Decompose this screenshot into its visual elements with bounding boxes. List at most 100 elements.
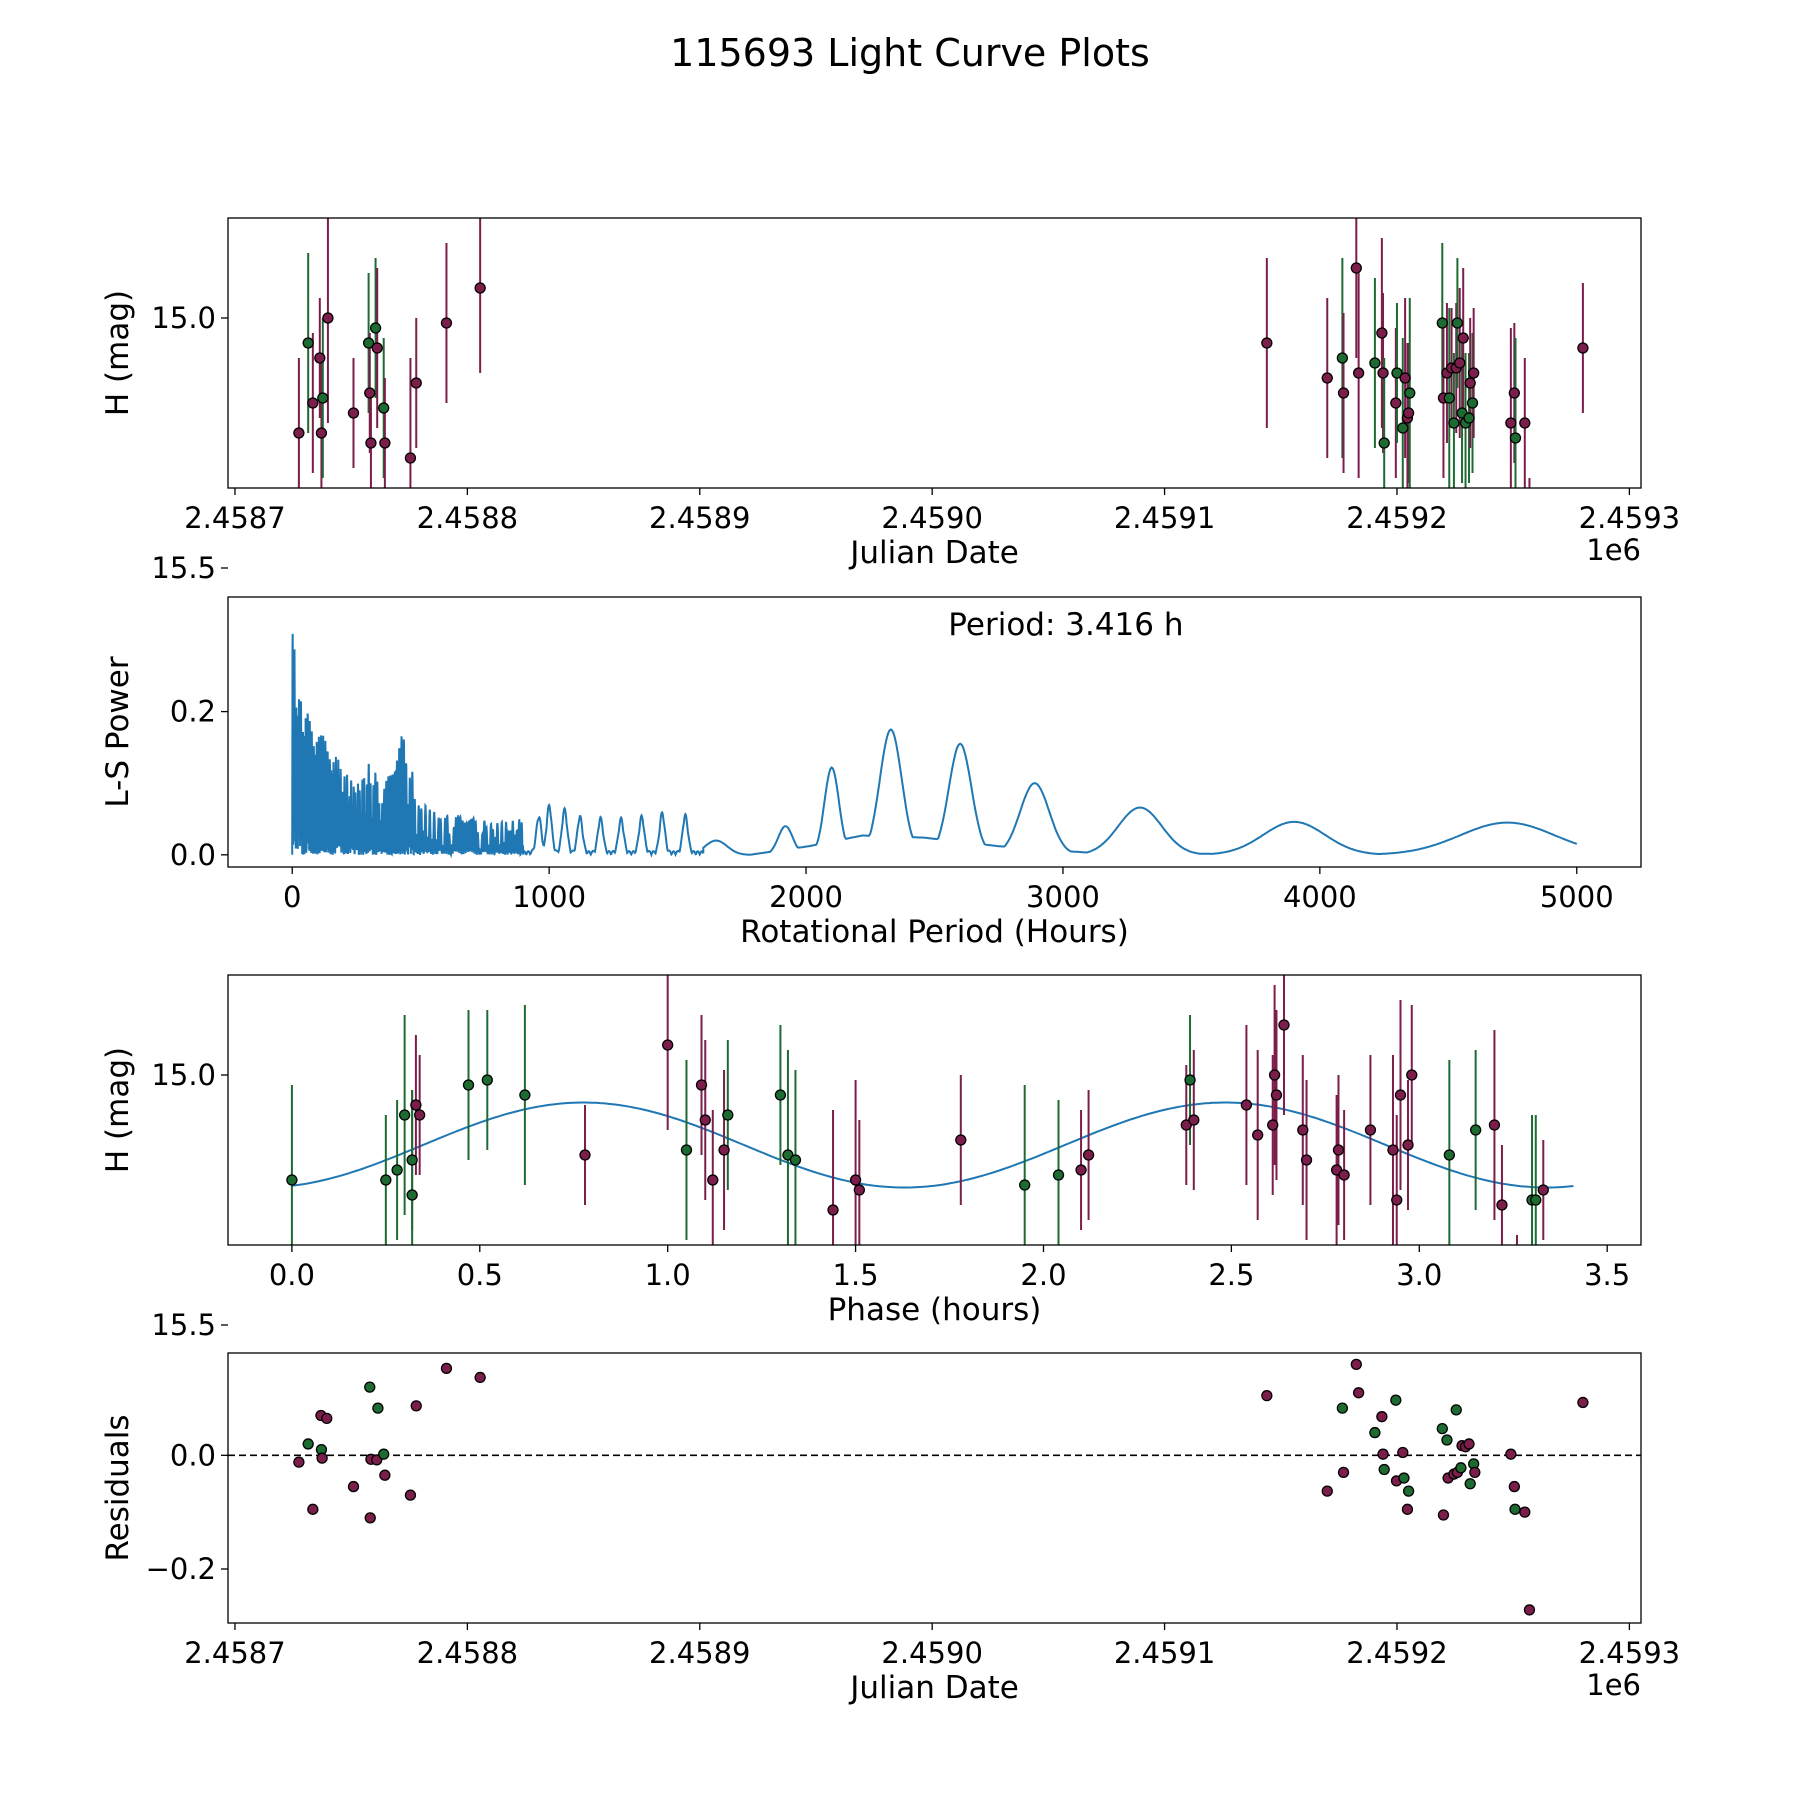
data-point — [1377, 367, 1389, 379]
data-point — [718, 1144, 730, 1156]
data-point — [1397, 422, 1409, 434]
data-point — [1519, 1506, 1531, 1518]
data-point — [1436, 1422, 1448, 1435]
x-tick-label: 2.4592 — [1346, 501, 1447, 535]
data-point — [1240, 1099, 1253, 1111]
data-point — [1377, 1448, 1389, 1460]
panel-residuals: 2.4587 2.4588 2.4589 2.4590 2.4591 2.4592 2.45… — [100, 1352, 1680, 1706]
data-point — [1451, 317, 1464, 329]
data-point — [827, 1204, 839, 1216]
data-point — [1399, 372, 1411, 384]
data-point — [1321, 372, 1333, 384]
data-point — [853, 1184, 865, 1196]
data-point — [1530, 1194, 1542, 1206]
plot-area-residuals — [228, 1358, 1641, 1616]
data-point — [1402, 1485, 1415, 1497]
data-point — [404, 452, 417, 464]
data-point — [1337, 1466, 1350, 1479]
x-tick-label: 2.4588 — [417, 1636, 518, 1670]
sinusoidal-fit-line — [291, 1101, 1574, 1189]
data-point — [1267, 1119, 1279, 1131]
data-point — [1496, 1199, 1508, 1211]
data-point — [849, 1174, 862, 1186]
data-point — [1509, 1503, 1521, 1515]
axes-frame — [227, 596, 1642, 868]
data-point — [379, 437, 391, 449]
x-tick-label: 1.5 — [833, 1258, 879, 1292]
data-point — [317, 392, 329, 404]
data-point — [1394, 1089, 1407, 1101]
axes-frame — [227, 974, 1642, 1246]
data-point — [1508, 387, 1520, 399]
data-point — [410, 377, 422, 389]
data-point — [1268, 1069, 1281, 1081]
data-point — [1402, 1139, 1414, 1151]
data-point — [378, 1448, 390, 1460]
data-point — [474, 282, 486, 294]
data-point — [1488, 1119, 1501, 1131]
data-point — [372, 1402, 384, 1414]
data-point — [1406, 1069, 1418, 1081]
data-point — [369, 322, 382, 334]
data-point — [1509, 432, 1522, 444]
data-point — [1464, 377, 1476, 389]
data-point — [406, 1154, 418, 1166]
x-tick-label: 2.4587 — [184, 501, 285, 535]
axes-frame — [227, 217, 1642, 489]
data-point — [1519, 417, 1531, 429]
data-point — [1537, 1184, 1549, 1196]
data-point — [364, 1381, 376, 1393]
x-tick-label: 2.4593 — [1579, 1636, 1680, 1670]
data-point — [1378, 1463, 1390, 1476]
x-tick-label: 2.4591 — [1114, 1636, 1215, 1670]
x-tick-label: 2.4592 — [1346, 1636, 1447, 1670]
data-point — [1397, 1446, 1409, 1459]
data-point — [1184, 1074, 1196, 1086]
data-point — [307, 397, 319, 409]
data-point — [1350, 1358, 1362, 1371]
data-point — [1337, 387, 1350, 399]
data-point — [380, 1174, 392, 1186]
data-point — [1369, 1426, 1381, 1439]
x-tick-label: 2.4591 — [1114, 501, 1215, 535]
x-tick-label: 0 — [283, 880, 301, 914]
figure-title: 115693 Light Curve Plots — [670, 31, 1150, 75]
x-tick-label: 4000 — [1283, 880, 1357, 914]
data-point — [322, 312, 334, 324]
data-point — [1052, 1169, 1065, 1181]
data-point — [1463, 1438, 1475, 1450]
x-tick-label: 2.4593 — [1579, 501, 1680, 535]
data-point — [1376, 327, 1388, 339]
data-point — [695, 1079, 708, 1091]
data-point — [955, 1134, 967, 1146]
data-point — [1463, 412, 1475, 424]
data-point — [1297, 1124, 1309, 1136]
data-point — [1454, 357, 1466, 369]
data-point — [1261, 1389, 1273, 1402]
data-point — [1336, 1402, 1349, 1414]
data-point — [462, 1079, 475, 1091]
data-point — [406, 1189, 418, 1201]
x-tick-label: 0.0 — [269, 1258, 315, 1292]
data-point — [1466, 397, 1479, 409]
data-point — [519, 1089, 531, 1101]
x-tick-label: 2000 — [769, 880, 843, 914]
plot-area-periodogram — [291, 633, 1578, 859]
data-point — [1082, 1149, 1095, 1161]
axes-frame — [227, 1352, 1642, 1624]
data-point — [1402, 407, 1415, 419]
data-point — [378, 402, 390, 414]
periodogram-power-line — [291, 633, 1578, 859]
data-point — [474, 1371, 486, 1384]
y-axis-label: Residuals — [100, 1414, 136, 1561]
y-tick-label: 0.0 — [170, 1438, 216, 1472]
data-point — [302, 337, 314, 349]
data-point — [302, 1438, 314, 1450]
data-point — [1577, 1396, 1589, 1409]
data-point — [364, 1512, 376, 1524]
x-tick-label: 2.4587 — [184, 1636, 285, 1670]
data-point — [314, 352, 326, 364]
y-tick-label: 15.5 — [151, 551, 216, 585]
y-tick-label: −0.2 — [146, 1552, 216, 1586]
